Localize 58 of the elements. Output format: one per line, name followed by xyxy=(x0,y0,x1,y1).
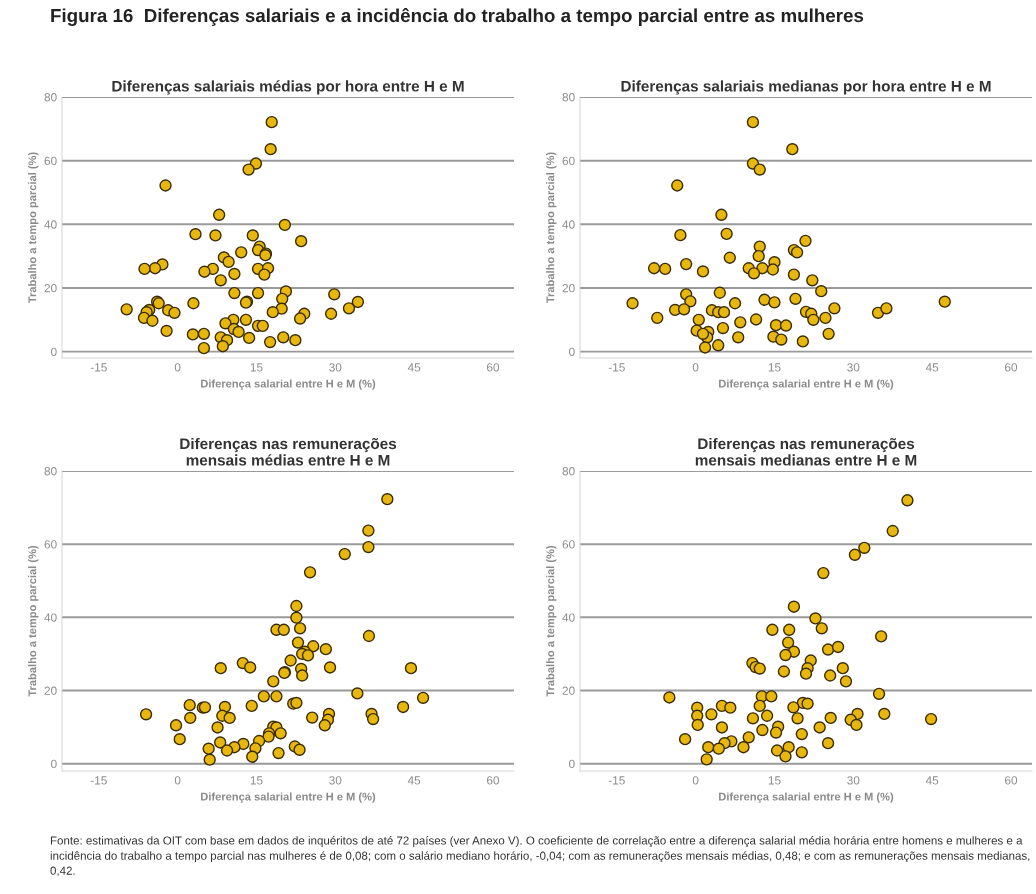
x-axis-title: Diferença salarial entre H e M (%) xyxy=(201,792,376,803)
x-tick-label: 60 xyxy=(1005,363,1018,372)
y-tick-label: 0 xyxy=(569,347,575,357)
chart-title: Diferenças nas remunerações mensais médias entre H e M xyxy=(180,437,397,466)
y-tick-label: 20 xyxy=(44,284,57,293)
y-tick-label: 0 xyxy=(569,759,575,769)
source-note: Fonte: estimativas da OIT com base em dados de inquéritos de até 72 países (ver Anexo V). O coeficiente de correlação entre a diferença salarial média horária entre homens e mulheres e a incidência do trabalho a tempo parcial nas mulheres é de 0,08; com o salário mediano horário, -0,04; com as remunerações mensais médias, 0,48; e com as remunerações mensais medianas, 0,42. xyxy=(50,836,1030,877)
x-tick-label: 45 xyxy=(925,363,939,372)
x-tick-label: 60 xyxy=(1005,776,1018,785)
x-tick-label: -15 xyxy=(608,363,625,372)
x-tick-label: 30 xyxy=(847,776,860,785)
x-tick-label: 60 xyxy=(487,363,500,372)
x-axis-title: Diferença salarial entre H e M (%) xyxy=(719,792,894,803)
x-tick-label: 45 xyxy=(925,776,939,785)
chart-title: Diferenças salariais medianas por hora entre H e M xyxy=(621,80,991,95)
x-tick-label: 0 xyxy=(174,363,181,372)
x-axis-title: Diferença salarial entre H e M (%) xyxy=(719,379,894,390)
x-tick-label: -15 xyxy=(90,776,107,785)
y-tick-label: 0 xyxy=(51,347,57,357)
x-tick-label: 15 xyxy=(250,363,263,372)
x-tick-label: 30 xyxy=(329,776,342,785)
y-tick-label: 80 xyxy=(562,467,575,476)
y-tick-label: 80 xyxy=(44,467,57,476)
y-axis-title: Trabalho a tempo parcial (%) xyxy=(546,545,557,697)
x-tick-label: 45 xyxy=(407,363,421,372)
x-tick-label: 30 xyxy=(329,363,342,372)
x-tick-label: 15 xyxy=(768,776,781,785)
x-axis-title: Diferença salarial entre H e M (%) xyxy=(201,379,376,390)
x-tick-label: 0 xyxy=(692,776,699,785)
x-tick-label: 30 xyxy=(847,363,860,372)
y-tick-label: 60 xyxy=(562,540,575,549)
y-tick-label: 60 xyxy=(44,540,57,549)
text: Figura 16 Diferenças salariais e a incidência do trabalho a tempo parcial entre as mulheres xyxy=(51,8,864,26)
y-tick-label: 80 xyxy=(562,93,575,102)
x-tick-label: 0 xyxy=(174,776,181,785)
y-tick-label: 40 xyxy=(44,613,57,622)
chart-title: Diferenças nas remunerações mensais medianas entre H e M xyxy=(695,437,917,466)
x-tick-label: 15 xyxy=(250,776,263,785)
x-tick-label: -15 xyxy=(90,363,107,372)
y-tick-label: 0 xyxy=(51,759,57,769)
y-tick-label: 20 xyxy=(44,686,57,695)
y-axis-title: Trabalho a tempo parcial (%) xyxy=(546,152,557,304)
y-tick-label: 40 xyxy=(562,220,575,229)
x-tick-label: 60 xyxy=(487,776,500,785)
y-tick-label: 20 xyxy=(562,284,575,293)
y-tick-label: 60 xyxy=(562,156,575,166)
y-tick-label: 20 xyxy=(562,686,575,695)
y-axis-title: Trabalho a tempo parcial (%) xyxy=(28,545,39,697)
x-tick-label: -15 xyxy=(608,776,625,785)
x-tick-label: 0 xyxy=(692,363,699,372)
y-tick-label: 80 xyxy=(44,93,57,102)
y-tick-label: 40 xyxy=(44,220,57,229)
y-axis-title: Trabalho a tempo parcial (%) xyxy=(28,152,39,304)
y-tick-label: 60 xyxy=(44,156,57,166)
x-tick-label: 15 xyxy=(768,363,781,372)
x-tick-label: 45 xyxy=(407,776,421,785)
y-tick-label: 40 xyxy=(562,613,575,622)
chart-title: Diferenças salariais médias por hora entre H e M xyxy=(112,80,464,95)
